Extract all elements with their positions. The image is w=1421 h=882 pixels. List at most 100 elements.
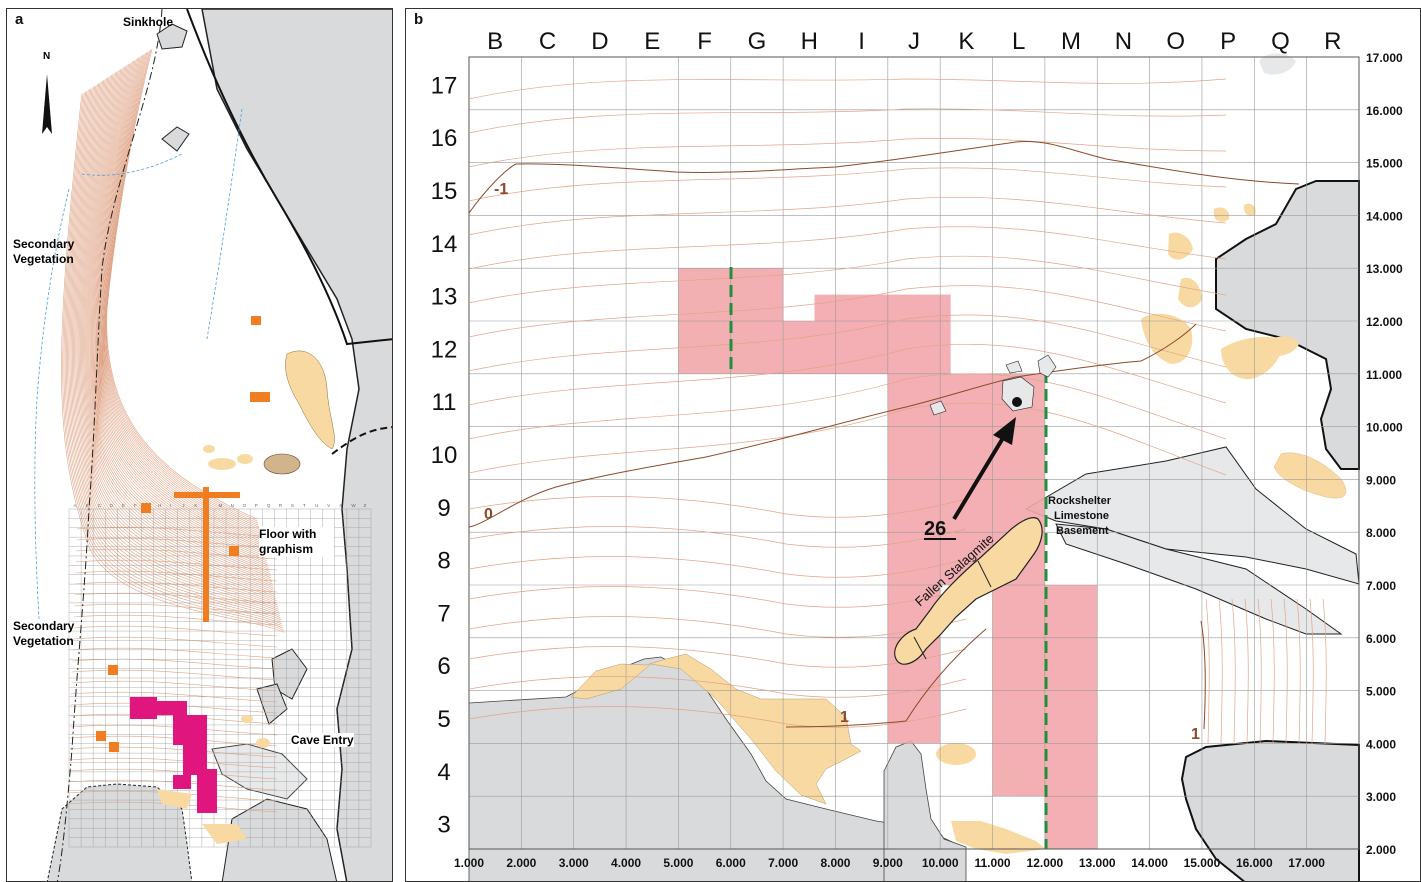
column-letter: K xyxy=(958,28,974,55)
contour-line-a xyxy=(89,73,272,581)
rock-pillar xyxy=(883,740,967,881)
column-letter: O xyxy=(1166,28,1185,55)
contour-line-a xyxy=(68,768,278,780)
contour-line-a xyxy=(93,69,270,572)
row-number: 4 xyxy=(437,759,450,786)
grid-column-label: Q xyxy=(267,503,271,508)
map-border xyxy=(468,56,1360,850)
small-rock-sample xyxy=(1001,376,1035,412)
contour-line xyxy=(1270,598,1275,745)
excavation-unit xyxy=(814,294,951,374)
row-number: 13 xyxy=(431,284,458,311)
grid-column-label: I xyxy=(170,503,171,508)
row-number: 6 xyxy=(437,653,450,680)
x-tick-label: 7.000 xyxy=(768,856,798,870)
contour-line-a xyxy=(88,74,273,583)
contour-line-a xyxy=(96,66,268,564)
x-tick-label: 4.000 xyxy=(611,856,641,870)
y-tick-label: 13.000 xyxy=(1366,262,1403,276)
contour-line xyxy=(468,314,1227,372)
column-letter: M xyxy=(1061,28,1081,55)
sinkhole-label: Sinkhole xyxy=(123,15,174,29)
x-tick-label: 16.000 xyxy=(1236,856,1273,870)
contour-line xyxy=(1322,598,1327,745)
contour-line xyxy=(468,586,967,608)
limestone-label: Limestone xyxy=(1054,510,1109,522)
column-letter: D xyxy=(591,28,608,55)
contour-lines-a xyxy=(61,48,285,813)
cliff-edge-dashed xyxy=(331,426,392,455)
sediment-patch-2 xyxy=(263,453,301,475)
contour-line xyxy=(1257,598,1262,745)
excavation-unit-orange xyxy=(141,503,151,513)
contour-line-a xyxy=(97,65,268,562)
contour-line-a xyxy=(71,680,278,692)
contour-line-a xyxy=(66,90,283,625)
contour-line-a xyxy=(81,80,276,597)
limestone-basement xyxy=(1055,523,1343,635)
contour-line-a xyxy=(75,570,278,582)
sample-point xyxy=(1012,397,1022,407)
small-rock xyxy=(929,400,947,416)
column-letter: N xyxy=(1115,28,1132,55)
x-tick-label: 1.000 xyxy=(454,856,484,870)
row-number: 10 xyxy=(431,442,458,469)
floor-graphism-label: Floor with graphism xyxy=(259,527,334,557)
column-letter: C xyxy=(539,28,556,55)
contour-line xyxy=(468,167,1227,202)
contour-line-a xyxy=(61,94,285,633)
contour-line-a xyxy=(68,89,282,621)
bottom-rock-right xyxy=(221,798,338,881)
contour-index-1 xyxy=(785,628,987,728)
contour-line xyxy=(1205,598,1210,745)
small-rock xyxy=(1005,360,1023,374)
dripline-axis xyxy=(56,9,163,881)
grid-column-label: J xyxy=(182,503,184,508)
contour-line-a xyxy=(76,537,278,549)
contour-line-a xyxy=(94,68,269,568)
contour-line-a xyxy=(99,63,266,555)
contour-index-minus1 xyxy=(468,140,1300,214)
contour-line-a xyxy=(68,757,278,769)
sediment-right-5 xyxy=(1178,277,1202,308)
row-number-labels: 17 16 15 14 13 12 11 10 9 8 7 6 5 4 3 xyxy=(431,72,458,838)
contour-line-a xyxy=(62,93,284,631)
contour-line xyxy=(468,496,967,518)
contour-label-1: 1 xyxy=(840,709,849,726)
contour-line xyxy=(468,78,1227,100)
contour-line xyxy=(1296,598,1301,745)
grid-column-label: V xyxy=(327,503,330,508)
grid-column-label: D xyxy=(110,503,114,508)
sediment-patch-5 xyxy=(203,445,215,453)
contour-line-a xyxy=(100,61,265,551)
contour-line-a xyxy=(95,67,269,566)
drainage-line-2 xyxy=(81,153,183,176)
grid-column-label: P xyxy=(255,503,258,508)
grid-column-label: C xyxy=(98,503,102,508)
contour-label-minus1: -1 xyxy=(494,181,508,198)
excavation-trench-vertical xyxy=(203,487,209,622)
grid-column-label: W xyxy=(351,503,356,508)
rock-wall-right xyxy=(1215,180,1360,470)
x-tick-label: 15.000 xyxy=(1184,856,1221,870)
row-number: 3 xyxy=(437,812,450,839)
row-number: 5 xyxy=(437,706,450,733)
x-tick-label: 6.000 xyxy=(716,856,746,870)
rockshelter-label: Rockshelter xyxy=(1048,495,1112,507)
contour-line-a xyxy=(91,71,271,576)
sediment-right-7 xyxy=(1243,203,1256,216)
sediment-patch-9 xyxy=(157,789,192,809)
contour-label-1b: 1 xyxy=(1191,726,1200,743)
sinkhole-rock xyxy=(156,23,188,50)
contour-line-a xyxy=(102,57,263,541)
y-tick-label: 8.000 xyxy=(1366,526,1396,540)
contour-line xyxy=(1218,598,1223,745)
contour-line xyxy=(468,402,1227,476)
contour-line xyxy=(468,226,1227,270)
sediment-patch-1 xyxy=(285,350,335,450)
contour-line-a xyxy=(70,691,278,703)
row-number: 8 xyxy=(437,548,450,575)
vegetation-boundary-top xyxy=(34,188,70,620)
contour-line xyxy=(1283,598,1288,745)
north-label: N xyxy=(43,51,51,62)
